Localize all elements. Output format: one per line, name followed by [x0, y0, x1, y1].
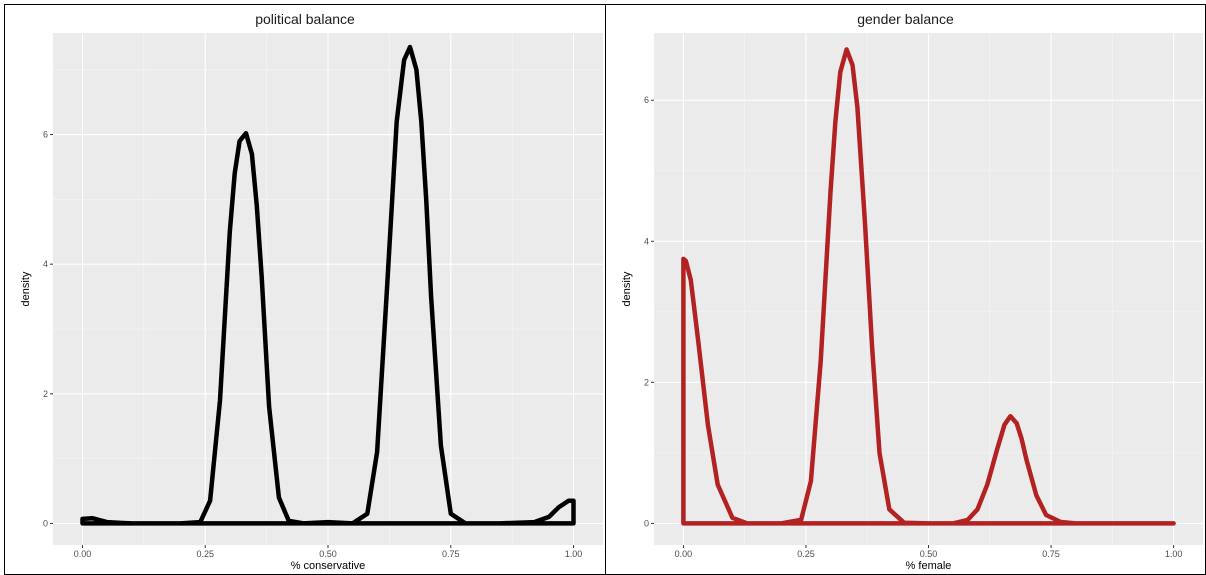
y-tick-label: 0 [644, 518, 649, 528]
y-tick-label: 6 [644, 95, 649, 105]
y-axis-title: density [20, 271, 32, 306]
y-tick-label: 6 [43, 130, 48, 140]
y-tick-label: 2 [644, 377, 649, 387]
x-tick-label: 0.50 [319, 549, 337, 559]
chart-title: gender balance [857, 11, 954, 27]
x-tick-label: 0.75 [442, 549, 460, 559]
x-tick-label: 0.75 [1042, 549, 1060, 559]
chart-panel-political: political balance 0.00 0.25 0.50 0.75 1.00 0 2… [4, 4, 606, 575]
x-tick-label: 1.00 [1165, 549, 1183, 559]
x-tick-label: 0.25 [797, 549, 815, 559]
y-tick-label: 4 [43, 259, 48, 269]
x-tick-label: 0.00 [675, 549, 693, 559]
density-plot-gender: 0.00 0.25 0.50 0.75 1.00 0 2 4 6 % female density [621, 33, 1203, 572]
y-tick-label: 0 [43, 518, 48, 528]
density-line [681, 47, 1176, 526]
y-tick-label: 4 [644, 236, 649, 246]
x-tick-label: 1.00 [565, 549, 583, 559]
x-tick-label: 0.50 [920, 549, 938, 559]
density-line [80, 44, 576, 526]
chart-panel-gender: gender balance 0.00 0.25 0.50 0.75 1.00 0 2 4 6%… [605, 4, 1206, 575]
y-tick-label: 2 [43, 389, 48, 399]
x-axis-title: % conservative [291, 560, 366, 572]
x-axis-title: % female [906, 560, 952, 572]
density-plot-political: 0.00 0.25 0.50 0.75 1.00 0 2 4 6 % conservative de… [20, 33, 603, 572]
x-tick-label: 0.25 [196, 549, 214, 559]
chart-title: political balance [255, 11, 355, 27]
y-axis-title: density [621, 271, 633, 306]
x-tick-label: 0.00 [74, 549, 92, 559]
